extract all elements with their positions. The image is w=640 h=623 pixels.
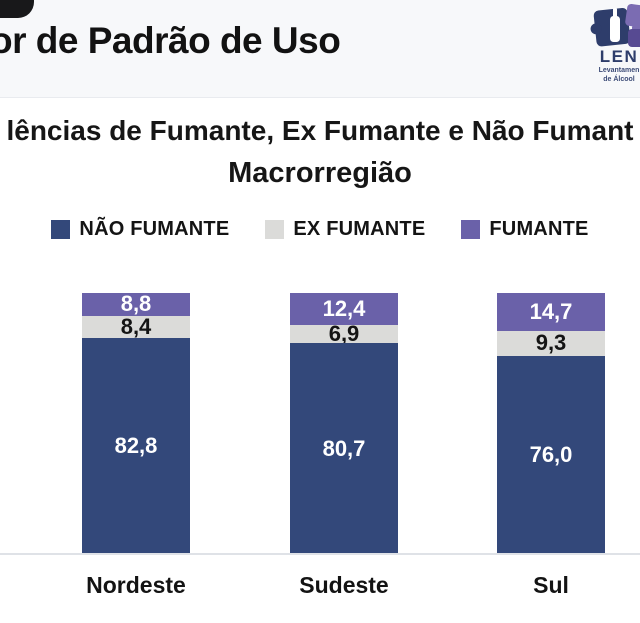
- bar-segment-nao-fumante: 82,8: [82, 337, 190, 554]
- bar-segment-fumante: 14,7: [497, 293, 605, 332]
- x-axis-label-nordeste: Nordeste: [86, 572, 186, 598]
- corner-accent: [0, 0, 34, 18]
- x-axis-label-sul: Sul: [533, 572, 569, 598]
- legend-item-ex-fumante: EX FUMANTE: [265, 218, 425, 241]
- x-axis-label-sudeste: Sudeste: [299, 572, 389, 598]
- legend-label: EX FUMANTE: [293, 217, 426, 240]
- legend-item-nao-fumante: NÃO FUMANTE: [51, 218, 229, 241]
- logo-name: LEN: [599, 47, 639, 66]
- header-bar: or de Padrão de Uso LEN Levantamen de Ál…: [0, 0, 640, 98]
- logo-subtitle-1: Levantamen: [598, 67, 640, 74]
- legend-item-fumante: FUMANTE: [461, 218, 588, 241]
- bar-segment-ex-fumante: 8,4: [82, 315, 190, 338]
- bar-column-sul: 14,7 9,3 76,0: [497, 293, 605, 554]
- chart-legend: NÃO FUMANTE EX FUMANTE FUMANTE: [0, 216, 640, 242]
- bar-segment-fumante: 12,4: [290, 293, 398, 326]
- header-title: or de Padrão de Uso: [0, 20, 341, 61]
- bar-column-sudeste: 12,4 6,9 80,7: [290, 293, 398, 554]
- legend-label: NÃO FUMANTE: [79, 217, 230, 240]
- logo-subtitle-2: de Álcool: [603, 75, 635, 83]
- legend-swatch-fumante: [461, 219, 481, 239]
- bar-segment-ex-fumante: 6,9: [290, 323, 398, 345]
- bar-segment-nao-fumante: 80,7: [290, 343, 398, 554]
- legend-label: FUMANTE: [489, 217, 589, 240]
- lenad-logo: LEN Levantamen de Álcool: [578, 3, 640, 84]
- axis-baseline: [0, 553, 640, 555]
- bar-segment-fumante: 8,8: [82, 293, 190, 316]
- bar-segment-nao-fumante: 76,0: [497, 355, 605, 554]
- legend-swatch-nao-fumante: [51, 219, 71, 239]
- puzzle-bottle-icon: [590, 3, 640, 47]
- chart-title-line2: Macrorregião: [228, 157, 412, 189]
- legend-swatch-ex-fumante: [265, 219, 285, 239]
- chart-title-line1: lências de Fumante, Ex Fumante e Não Fum…: [6, 115, 634, 146]
- bar-segment-ex-fumante: 9,3: [497, 331, 605, 356]
- bar-column-nordeste: 8,8 8,4 82,8: [82, 293, 190, 554]
